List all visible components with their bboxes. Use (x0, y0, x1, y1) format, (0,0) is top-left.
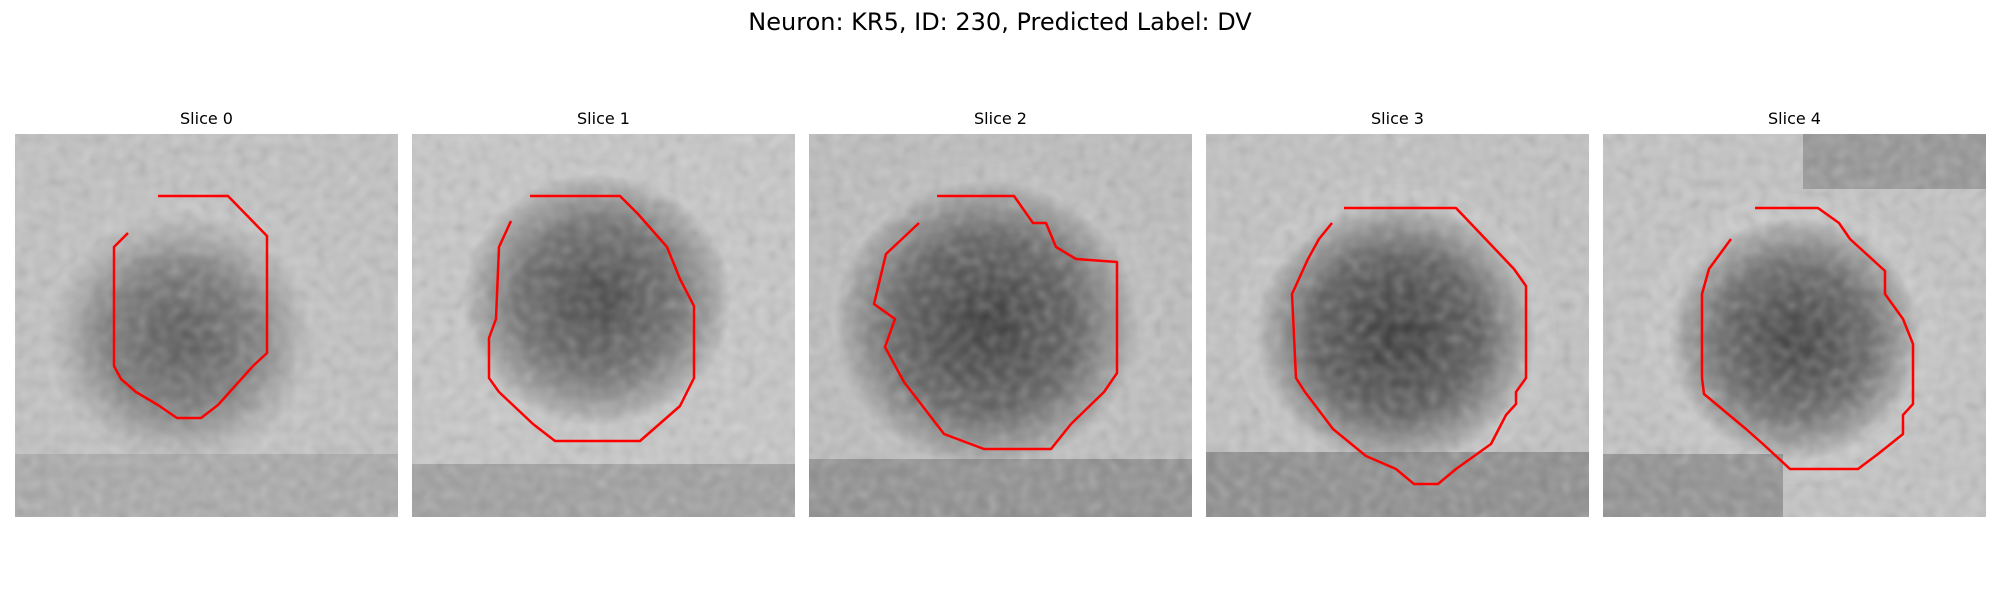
slice-panel: Slice 2 (809, 108, 1192, 518)
contour-outline (487, 194, 696, 443)
slice-title: Slice 3 (1371, 109, 1424, 128)
slice-panel: Slice 1 (412, 108, 795, 518)
slice-image (1603, 134, 1986, 517)
figure-title: Neuron: KR5, ID: 230, Predicted Label: D… (748, 8, 1252, 36)
slice-image (412, 134, 795, 517)
slice-panels: Slice 0 Slice (15, 108, 1986, 518)
slice-title: Slice 1 (577, 109, 630, 128)
slice-title: Slice 2 (974, 109, 1027, 128)
contour-outline (1290, 206, 1528, 486)
slice-image (809, 134, 1192, 517)
slice-panel: Slice 0 (15, 108, 398, 518)
contour-outline (112, 194, 269, 420)
contour-outline (872, 194, 1119, 451)
slice-image (1206, 134, 1589, 517)
slice-title: Slice 0 (180, 109, 233, 128)
slice-panel: Slice 4 (1603, 108, 1986, 518)
slice-title: Slice 4 (1768, 109, 1821, 128)
slice-image (15, 134, 398, 517)
slice-panel: Slice 3 (1206, 108, 1589, 518)
contour-outline (1700, 206, 1915, 471)
